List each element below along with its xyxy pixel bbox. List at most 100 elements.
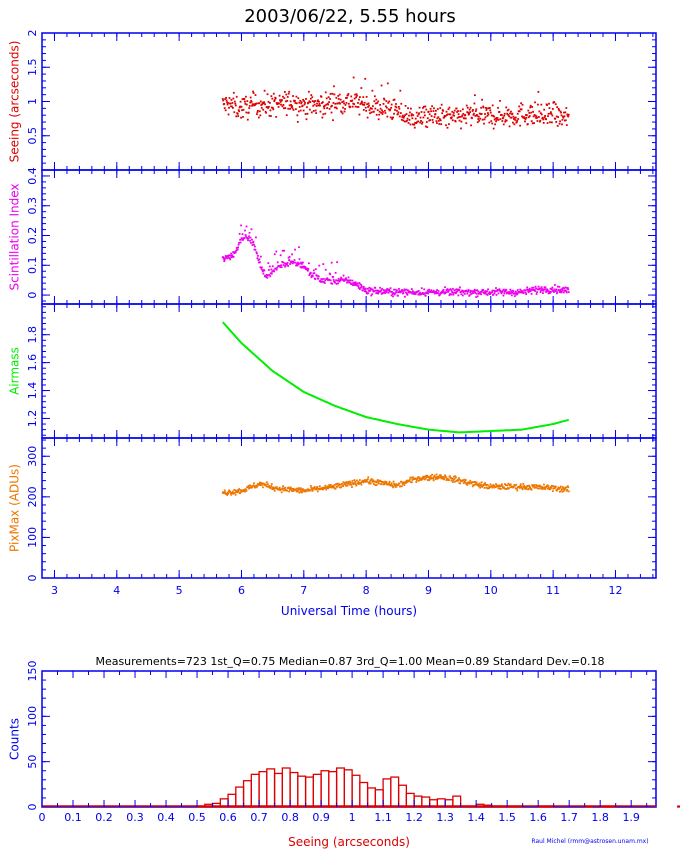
scintillation-point bbox=[402, 292, 405, 294]
pixmax-point bbox=[248, 487, 250, 490]
scintillation-point bbox=[271, 265, 274, 268]
scintillation-point bbox=[556, 291, 559, 294]
scintillation-point bbox=[371, 293, 374, 296]
pixmax-frame bbox=[41, 437, 657, 579]
pixmax-point bbox=[457, 477, 460, 480]
pixmax-point bbox=[442, 475, 445, 478]
seeing-point bbox=[305, 98, 307, 100]
pixmax-point bbox=[524, 486, 527, 488]
airmass-line bbox=[222, 321, 569, 434]
pixmax-point bbox=[376, 479, 379, 481]
seeing-point bbox=[430, 110, 433, 113]
seeing-point bbox=[252, 92, 255, 94]
seeing-point bbox=[506, 112, 509, 115]
histogram-xtick-label: 0.5 bbox=[188, 811, 206, 824]
scintillation-point bbox=[289, 260, 292, 263]
pixmax-point bbox=[435, 473, 438, 476]
pixmax-point bbox=[562, 490, 565, 492]
seeing-point bbox=[309, 101, 312, 104]
pixmax-point bbox=[229, 492, 232, 494]
pixmax-point bbox=[309, 485, 312, 487]
scintillation-point bbox=[539, 287, 541, 290]
histogram-bar bbox=[335, 767, 345, 808]
seeing-point bbox=[457, 110, 459, 112]
scintillation-point bbox=[561, 287, 564, 290]
scintillation-point bbox=[356, 282, 359, 285]
seeing-point bbox=[395, 103, 397, 105]
seeing-point bbox=[377, 100, 380, 103]
seeing-point bbox=[440, 103, 443, 106]
seeing-point bbox=[253, 104, 255, 107]
pixmax-point bbox=[332, 485, 335, 488]
seeing-point bbox=[397, 113, 399, 115]
scintillation-point bbox=[392, 295, 394, 298]
seeing-point bbox=[424, 105, 427, 108]
seeing-point bbox=[458, 119, 461, 122]
pixmax-point bbox=[537, 485, 540, 487]
scintillation-point bbox=[435, 292, 438, 295]
pixmax-point bbox=[454, 476, 457, 479]
scintillation-point bbox=[505, 288, 508, 291]
seeing-point bbox=[382, 111, 384, 113]
seeing-point bbox=[536, 120, 539, 122]
seeing-point bbox=[466, 106, 469, 109]
seeing-point bbox=[460, 120, 463, 123]
scintillation-point bbox=[426, 291, 429, 294]
seeing-point bbox=[444, 115, 447, 118]
pixmax-point bbox=[417, 479, 420, 482]
pixmax-point bbox=[369, 479, 372, 482]
scintillation-point bbox=[229, 258, 232, 261]
pixmax-point bbox=[450, 477, 452, 479]
seeing-point bbox=[320, 102, 323, 104]
seeing-point bbox=[465, 104, 468, 107]
seeing-point bbox=[412, 114, 415, 117]
seeing-point bbox=[282, 95, 284, 98]
scintillation-point bbox=[284, 265, 287, 268]
scintillation-point bbox=[244, 234, 247, 236]
seeing-point bbox=[371, 89, 374, 92]
scintillation-point bbox=[252, 240, 255, 243]
scintillation-point bbox=[396, 289, 398, 292]
seeing-point bbox=[406, 117, 409, 120]
scintillation-point bbox=[286, 261, 289, 264]
seeing-point bbox=[469, 106, 472, 109]
scintillation-point bbox=[502, 294, 505, 297]
pixmax-point bbox=[313, 486, 316, 488]
seeing-point bbox=[477, 118, 480, 120]
seeing-point bbox=[270, 95, 273, 98]
seeing-point bbox=[504, 119, 507, 122]
seeing-point bbox=[510, 110, 512, 113]
pixmax-point bbox=[253, 482, 255, 485]
seeing-point bbox=[554, 117, 557, 120]
seeing-point bbox=[349, 105, 352, 108]
seeing-point bbox=[363, 103, 366, 106]
pixmax-point bbox=[411, 476, 414, 479]
seeing-point bbox=[384, 105, 387, 108]
scintillation-point bbox=[348, 279, 351, 282]
seeing-point bbox=[452, 114, 455, 117]
seeing-point bbox=[300, 101, 303, 103]
pixmax-point bbox=[351, 486, 353, 489]
seeing-point bbox=[335, 96, 338, 99]
scintillation-point bbox=[450, 293, 453, 296]
pixmax-point bbox=[380, 483, 383, 486]
pixmax-point bbox=[377, 481, 380, 484]
seeing-point bbox=[485, 107, 487, 109]
pixmax-point bbox=[531, 484, 534, 487]
pixmax-point bbox=[293, 489, 295, 492]
seeing-point bbox=[297, 110, 300, 113]
pixmax-point bbox=[354, 480, 357, 483]
seeing-point bbox=[296, 120, 299, 123]
scintillation-point bbox=[248, 231, 251, 234]
airmass-ylabel: Airmass bbox=[8, 347, 22, 395]
seeing-point bbox=[533, 122, 535, 125]
pixmax-point bbox=[273, 489, 276, 492]
pixmax-point bbox=[372, 483, 375, 485]
scintillation-point bbox=[564, 286, 567, 289]
pixmax-point bbox=[388, 480, 391, 483]
seeing-point bbox=[492, 127, 495, 130]
seeing-point bbox=[308, 90, 310, 93]
scintillation-point bbox=[297, 261, 299, 264]
scintillation-point bbox=[411, 290, 414, 293]
seeing-point bbox=[563, 119, 566, 122]
